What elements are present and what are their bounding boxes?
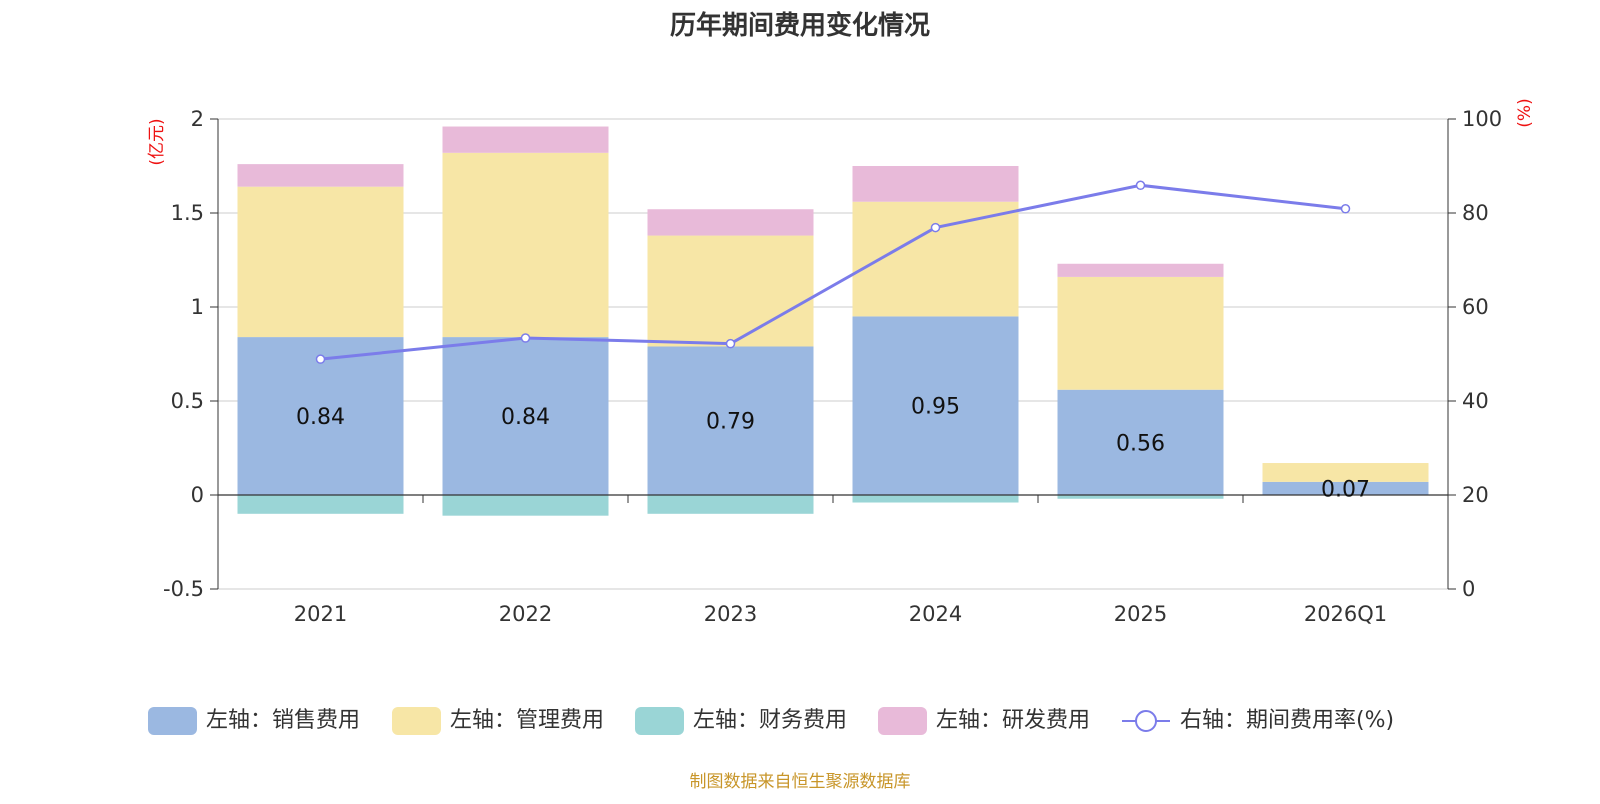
bar-segment (1057, 263, 1224, 277)
legend-marker (1135, 710, 1157, 732)
x-axis-category-label: 2025 (1114, 602, 1167, 626)
bar-segment (1057, 389, 1224, 495)
line-series-path (320, 183, 1346, 361)
bar-segment (237, 495, 404, 514)
legend-swatch[interactable] (148, 707, 197, 735)
right-axis-tick-label: 0 (1462, 577, 1475, 601)
bar-segment (852, 316, 1019, 495)
x-axis-category-label: 2026Q1 (1304, 602, 1387, 626)
bar-segment (1262, 463, 1429, 482)
legend-swatch[interactable] (392, 707, 441, 735)
bar-segment (1057, 276, 1224, 390)
bar-segment (852, 166, 1019, 202)
bar-segment (647, 209, 814, 236)
line-point (1340, 204, 1351, 214)
line-point (520, 333, 531, 343)
bar-segment (647, 346, 814, 495)
right-axis-tick-label: 80 (1462, 201, 1489, 225)
grid-lines (218, 118, 1448, 590)
data-labels: 0.84 0.84 0.79 0.95 0.56 0.07 (296, 395, 1370, 503)
data-label: 0.56 (1116, 431, 1165, 456)
legend[interactable]: 左轴：销售费用 左轴：管理费用 左轴：财务费用 左轴：研发费用 右轴：期间费用率(%) (148, 707, 1394, 735)
x-axis-category-label: 2024 (909, 602, 962, 626)
line-point (315, 354, 326, 364)
bar-segment (442, 495, 609, 516)
chart-title: 历年期间费用变化情况 (670, 10, 930, 41)
left-axis-tick-label: 2 (191, 107, 204, 131)
bar-layer (237, 126, 1429, 516)
data-label: 0.07 (1321, 477, 1370, 502)
line-point (930, 222, 941, 233)
left-axis-tick-label: 0.5 (171, 389, 204, 413)
legend-label[interactable]: 右轴：期间费用率(%) (1180, 708, 1394, 733)
left-axis-tick-label: 1.5 (171, 201, 204, 225)
left-axis-unit: (亿元) (147, 118, 167, 165)
right-axis-tick-label: 20 (1462, 483, 1489, 507)
left-axis-tick-label: 0 (191, 483, 204, 507)
bar-segment (647, 235, 814, 347)
legend-label[interactable]: 左轴：研发费用 (936, 708, 1090, 733)
right-axis-tick-label: 40 (1462, 389, 1489, 413)
legend-swatch[interactable] (635, 707, 684, 735)
x-axis-category-label: 2022 (499, 602, 552, 626)
data-label: 0.79 (706, 410, 755, 435)
legend-label[interactable]: 左轴：财务费用 (693, 708, 847, 733)
x-axis-category-label: 2023 (704, 602, 757, 626)
bar-segment (237, 164, 404, 187)
legend-label[interactable]: 左轴：销售费用 (206, 708, 360, 733)
right-axis-tick-label: 100 (1462, 107, 1502, 131)
bar-segment (647, 495, 814, 514)
legend-swatch[interactable] (878, 707, 927, 735)
right-axis-tick-label: 60 (1462, 295, 1489, 319)
line-point (725, 338, 736, 349)
line-point (1135, 180, 1146, 191)
bar-segment (442, 337, 609, 495)
bar-segment (1262, 481, 1429, 495)
bar-segment (1057, 495, 1224, 499)
bar-segment (237, 186, 404, 338)
bar-segment (852, 495, 1019, 503)
line-layer (315, 180, 1351, 364)
left-axis-tick-label: 1 (191, 295, 204, 319)
source-note: 制图数据来自恒生聚源数据库 (690, 772, 911, 792)
bar-segment (442, 152, 609, 338)
right-axis-unit: (%) (1515, 98, 1535, 127)
x-axis-category-label: 2021 (294, 602, 347, 626)
data-label: 0.84 (296, 405, 345, 430)
data-label: 0.95 (911, 395, 960, 420)
data-label: 0.84 (501, 405, 550, 430)
legend-label[interactable]: 左轴：管理费用 (450, 708, 604, 733)
bar-segment (442, 126, 609, 153)
left-axis-tick-label: -0.5 (163, 577, 204, 601)
